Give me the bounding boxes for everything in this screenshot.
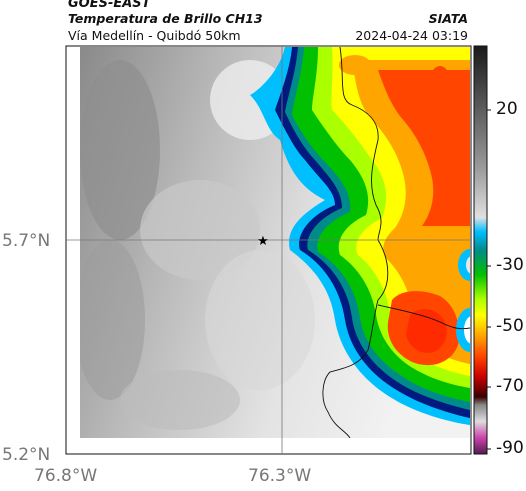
product-title: Temperatura de Brillo CH13 — [68, 11, 263, 26]
lon-tick-label: 76.8°W — [34, 466, 98, 486]
colorbar-label: -30 — [496, 255, 524, 275]
organization-label: SIATA — [428, 11, 468, 26]
lat-tick-label: 5.2°N — [2, 445, 51, 465]
lat-tick-label: 5.7°N — [2, 231, 51, 251]
satellite-title: GOES-EAST — [68, 0, 151, 11]
colorbar-label: -90 — [496, 438, 524, 458]
colorbar-label: 20 — [496, 99, 518, 119]
timestamp-label: 2024-04-24 03:19 — [355, 28, 468, 43]
brightness-temperature-field — [80, 47, 470, 438]
colorbar-label: -50 — [496, 316, 524, 336]
location-star-icon: ★ — [257, 234, 269, 249]
boundary-line-west — [322, 47, 389, 438]
lon-tick-label: 76.3°W — [248, 466, 312, 486]
colorbar-label: -70 — [496, 376, 524, 396]
colorbar — [473, 45, 488, 455]
boundary-line-south — [377, 304, 470, 330]
route-subtitle: Vía Medellín - Quibdó 50km — [68, 28, 241, 43]
